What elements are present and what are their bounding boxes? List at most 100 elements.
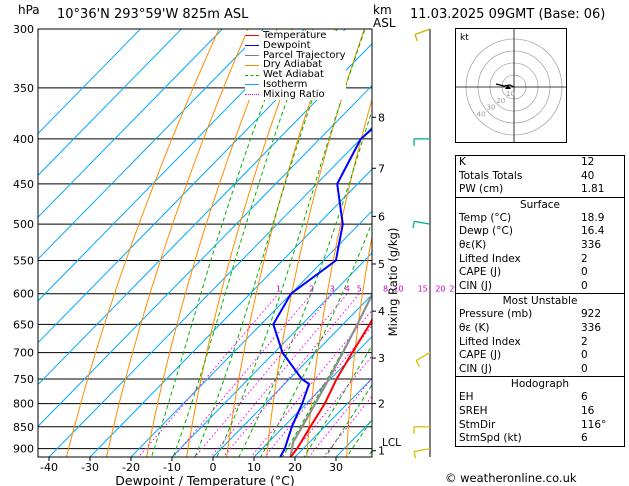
isotherm (38, 43, 372, 386)
pressure-tick-label: 850 (13, 421, 34, 434)
isotherm (38, 29, 142, 135)
isotherm (38, 84, 372, 428)
mixing-ratio-axis-title: Mixing Ratio (g/kg) (386, 228, 400, 337)
hodograph: kt 10 20 30 40 (455, 28, 567, 143)
mu-row: CAPE (J) 0 (459, 349, 588, 362)
dry-adiabat (306, 97, 372, 457)
credit-footer: © weatheronline.co.uk (445, 471, 577, 485)
mixing-ratio-label: 10 (393, 285, 403, 294)
x-tick-label: -10 (163, 461, 181, 474)
wind-barb-flag (414, 34, 418, 42)
dewpoint-line (272, 127, 372, 457)
legend: Temperature Dewpoint Parcel Trajectory Dry … (245, 31, 346, 100)
wind-barb (414, 28, 431, 36)
legend-label: Mixing Ratio (263, 88, 325, 100)
dry-adiabat (146, 29, 278, 457)
asl-unit: ASL (373, 16, 396, 30)
legend-swatch (245, 74, 259, 76)
surface-row: Temp (°C) 18.9 (459, 211, 605, 224)
pressure-tick-label: 400 (13, 133, 34, 146)
hodograph-ring-label: 40 (477, 111, 486, 119)
location-title: 10°36'N 293°59'W 825m ASL (57, 7, 249, 22)
x-tick-label: -30 (81, 461, 99, 474)
wind-barb-flag (415, 360, 421, 368)
surface-title: Surface (519, 198, 560, 211)
index-row-pw: PW (cm) 1.81 (459, 183, 605, 196)
legend-entry: Wet Adiabat (245, 70, 346, 80)
surface-row: Lifted Index 2 (459, 252, 588, 265)
index-row-tt: Totals Totals 40 (459, 169, 595, 182)
pressure-tick-label: 300 (13, 23, 34, 36)
hodo-row: SREH 16 (459, 404, 595, 417)
isotherm (38, 29, 224, 218)
hodograph-unit: kt (460, 33, 469, 43)
isotherm (171, 252, 372, 457)
legend-label: Wet Adiabat (263, 69, 324, 81)
pressure-tick-label: 450 (13, 178, 34, 191)
km-tick-label: 3 (378, 352, 385, 365)
legend-entry: Parcel Trajectory (245, 50, 346, 61)
mixing-ratio-label: 5 (357, 285, 362, 294)
km-tick-label: 4 (378, 305, 385, 318)
km-tick-label: 5 (378, 258, 385, 271)
pressure-tick-label: 550 (13, 255, 34, 268)
km-tick-label: 7 (378, 162, 385, 175)
hodo-row: StmSpd (kt) 6 (459, 432, 588, 445)
mixing-ratio-line (138, 293, 279, 457)
surface-row: CAPE (J) 0 (459, 266, 588, 279)
wet-adiabat (260, 221, 372, 457)
legend-label: Isotherm (263, 78, 308, 90)
mu-row: Lifted Index 2 (459, 335, 588, 348)
mixing-ratio-label: 20 (435, 285, 445, 294)
mu-row: CIN (J) 0 (459, 362, 588, 375)
pressure-tick-label: 650 (13, 318, 34, 331)
storm-motion-marker (505, 85, 511, 89)
km-tick-label: 1 (378, 445, 385, 458)
wet-adiabat (238, 108, 372, 457)
mixing-ratio-label: 25 (449, 285, 459, 294)
isotherm (38, 29, 347, 344)
hodograph-ring-label: 30 (487, 104, 496, 112)
legend-entry: Mixing Ratio (245, 88, 346, 100)
mixing-ratio-label: 15 (418, 285, 428, 294)
legend-swatch (245, 54, 259, 56)
pressure-tick-label: 900 (13, 443, 34, 456)
legend-swatch (245, 64, 259, 66)
mixing-ratio-label: 3 (330, 285, 335, 294)
mixing-ratio-label: 8 (383, 285, 388, 294)
x-tick-label: 30 (329, 461, 343, 474)
dry-adiabat (186, 29, 307, 457)
mu-row: Pressure (mb) 922 (459, 308, 602, 321)
km-unit: km (373, 3, 392, 17)
mixing-ratio-line (322, 395, 372, 457)
dry-adiabat (226, 29, 336, 457)
legend-swatch (245, 35, 259, 37)
hodo-row: StmDir 116° (459, 418, 607, 431)
temperature-line (289, 317, 372, 457)
km-tick-label: 6 (378, 210, 385, 223)
hodo-row: EH 6 (459, 391, 588, 404)
legend-swatch (245, 45, 259, 47)
wind-barb-flag (413, 451, 417, 459)
surface-row: θε(K) 336 (459, 238, 602, 251)
mixing-ratio-label: 4 (345, 285, 350, 294)
legend-label: Dewpoint (263, 39, 311, 51)
most-unstable-title: Most Unstable (502, 295, 578, 308)
dry-adiabat (266, 29, 365, 457)
pressure-tick-label: 700 (13, 347, 34, 360)
isotherm (253, 335, 372, 457)
pressure-tick-label: 350 (13, 82, 34, 95)
wind-barb (414, 220, 431, 225)
hodograph-ring-label: 20 (496, 97, 505, 105)
surface-row: Dewp (°C) 16.4 (459, 225, 605, 238)
dry-adiabat (105, 29, 249, 457)
isotherm (130, 210, 372, 457)
mixing-ratio-label: 2 (309, 285, 314, 294)
legend-entry: Temperature (245, 31, 346, 41)
mixing-ratio-line (263, 325, 372, 457)
pressure-tick-label: 800 (13, 398, 34, 411)
isotherm (38, 29, 183, 177)
wet-adiabat (194, 29, 338, 457)
legend-label: Temperature (263, 30, 327, 41)
